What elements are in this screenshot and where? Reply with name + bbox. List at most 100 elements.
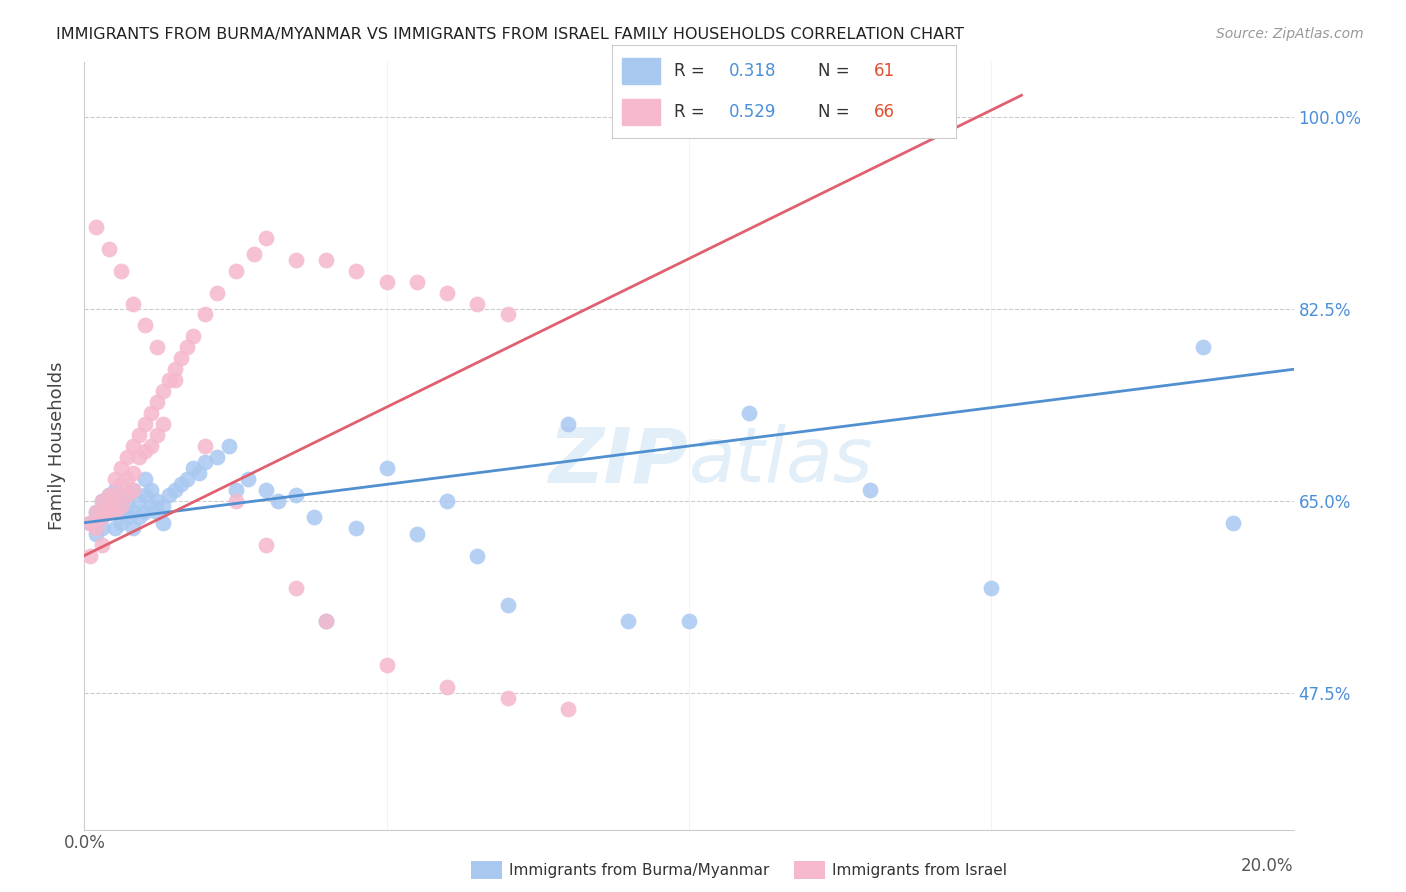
- Point: [97, 488, 120, 502]
- Point: [254, 538, 277, 552]
- Point: [121, 296, 143, 310]
- Point: [97, 505, 120, 519]
- Point: [225, 493, 247, 508]
- Point: [496, 691, 519, 706]
- Point: [79, 549, 101, 563]
- Point: [110, 263, 132, 277]
- Point: [218, 439, 240, 453]
- Text: Source: ZipAtlas.com: Source: ZipAtlas.com: [1216, 27, 1364, 41]
- Point: [557, 702, 579, 716]
- Bar: [621, 99, 659, 125]
- Point: [139, 483, 162, 497]
- Point: [110, 461, 132, 475]
- Point: [139, 439, 162, 453]
- Point: [86, 526, 108, 541]
- Point: [617, 615, 640, 629]
- Point: [406, 275, 429, 289]
- Point: [176, 340, 198, 354]
- Point: [146, 340, 169, 354]
- Point: [146, 428, 169, 442]
- Text: 0.529: 0.529: [728, 103, 776, 121]
- Point: [104, 488, 127, 502]
- Point: [242, 247, 264, 261]
- Point: [86, 521, 108, 535]
- Point: [194, 455, 217, 469]
- Point: [104, 505, 127, 519]
- Point: [678, 615, 700, 629]
- Point: [128, 428, 150, 442]
- Point: [236, 472, 259, 486]
- Point: [104, 483, 127, 497]
- Point: [436, 285, 458, 300]
- Point: [79, 516, 101, 530]
- Text: atlas: atlas: [689, 425, 873, 499]
- Point: [188, 467, 211, 481]
- Point: [110, 500, 132, 514]
- Point: [207, 450, 229, 464]
- Point: [157, 488, 180, 502]
- Y-axis label: Family Households: Family Households: [48, 362, 66, 530]
- Point: [302, 510, 325, 524]
- Text: Immigrants from Burma/Myanmar: Immigrants from Burma/Myanmar: [509, 863, 769, 878]
- Point: [859, 483, 882, 497]
- Text: R =: R =: [673, 62, 710, 79]
- Point: [170, 477, 193, 491]
- Point: [346, 263, 368, 277]
- Text: 61: 61: [873, 62, 894, 79]
- Point: [181, 329, 204, 343]
- Point: [194, 439, 217, 453]
- Point: [346, 521, 368, 535]
- Point: [176, 472, 198, 486]
- Point: [110, 477, 132, 491]
- Point: [139, 406, 162, 420]
- Point: [496, 308, 519, 322]
- Point: [738, 406, 761, 420]
- Point: [467, 296, 489, 310]
- Point: [496, 598, 519, 612]
- Point: [980, 582, 1002, 596]
- Text: 0.318: 0.318: [728, 62, 776, 79]
- Point: [134, 318, 156, 333]
- Point: [254, 483, 277, 497]
- Point: [285, 252, 308, 267]
- Point: [146, 505, 169, 519]
- Point: [170, 351, 193, 366]
- Text: ZIP: ZIP: [550, 425, 689, 499]
- Point: [267, 493, 290, 508]
- Point: [152, 384, 174, 399]
- Point: [134, 505, 156, 519]
- Point: [121, 521, 143, 535]
- Point: [225, 263, 247, 277]
- Text: 20.0%: 20.0%: [1241, 857, 1294, 875]
- Point: [104, 472, 127, 486]
- Point: [121, 439, 143, 453]
- Point: [121, 505, 143, 519]
- Point: [110, 505, 132, 519]
- Point: [315, 615, 337, 629]
- Point: [91, 493, 114, 508]
- Point: [139, 500, 162, 514]
- Point: [86, 505, 108, 519]
- Point: [181, 461, 204, 475]
- Point: [79, 516, 101, 530]
- Point: [121, 483, 143, 497]
- Point: [254, 231, 277, 245]
- Text: N =: N =: [818, 103, 855, 121]
- Point: [436, 493, 458, 508]
- Point: [97, 500, 120, 514]
- Point: [97, 500, 120, 514]
- Point: [115, 488, 138, 502]
- Point: [128, 510, 150, 524]
- Point: [104, 521, 127, 535]
- Point: [91, 521, 114, 535]
- Point: [128, 450, 150, 464]
- Point: [86, 219, 108, 234]
- Point: [115, 510, 138, 524]
- Point: [121, 467, 143, 481]
- Point: [110, 493, 132, 508]
- Point: [375, 658, 398, 673]
- Point: [121, 483, 143, 497]
- Point: [285, 582, 308, 596]
- Point: [165, 373, 187, 387]
- Text: R =: R =: [673, 103, 710, 121]
